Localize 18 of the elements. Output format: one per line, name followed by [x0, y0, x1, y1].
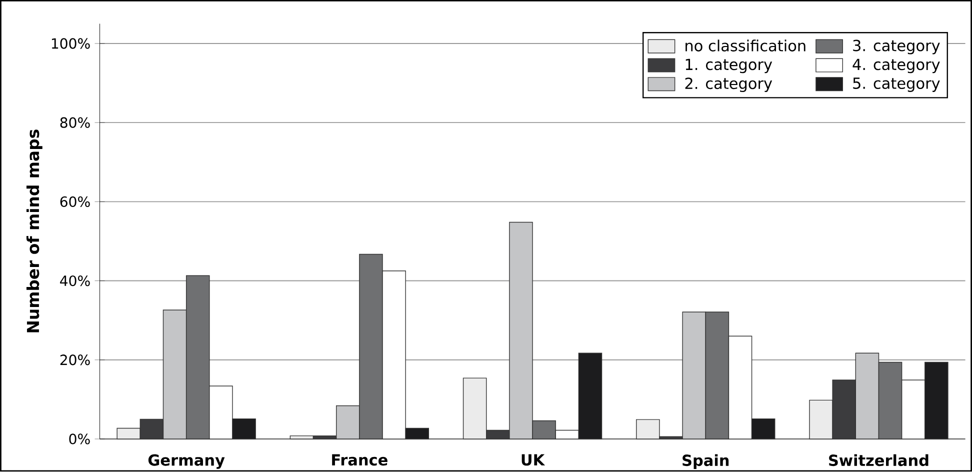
legend-label: 2. category: [685, 78, 772, 92]
y-tick-label: 80%: [60, 117, 90, 128]
y-axis-title: Number of mind maps: [26, 130, 42, 332]
legend-label: 3. category: [853, 40, 940, 54]
x-tick-label: France: [332, 454, 388, 466]
y-tick-label: 20%: [60, 354, 90, 366]
legend-label: no classification: [686, 40, 806, 52]
x-tick-label: Germany: [148, 454, 225, 469]
legend-label: 1. category: [686, 58, 772, 74]
x-tick-label: UK: [522, 454, 546, 466]
y-tick-label: 0%: [69, 434, 90, 444]
y-tick-label: 40%: [60, 275, 90, 286]
legend-label: 5. category: [853, 78, 940, 92]
legend-label: 4. category: [852, 58, 940, 74]
x-tick-label: Spain: [682, 454, 729, 470]
x-tick-label: Switzerland: [829, 454, 928, 466]
y-tick-label: 100%: [52, 38, 90, 49]
y-tick-label: 60%: [60, 196, 90, 208]
